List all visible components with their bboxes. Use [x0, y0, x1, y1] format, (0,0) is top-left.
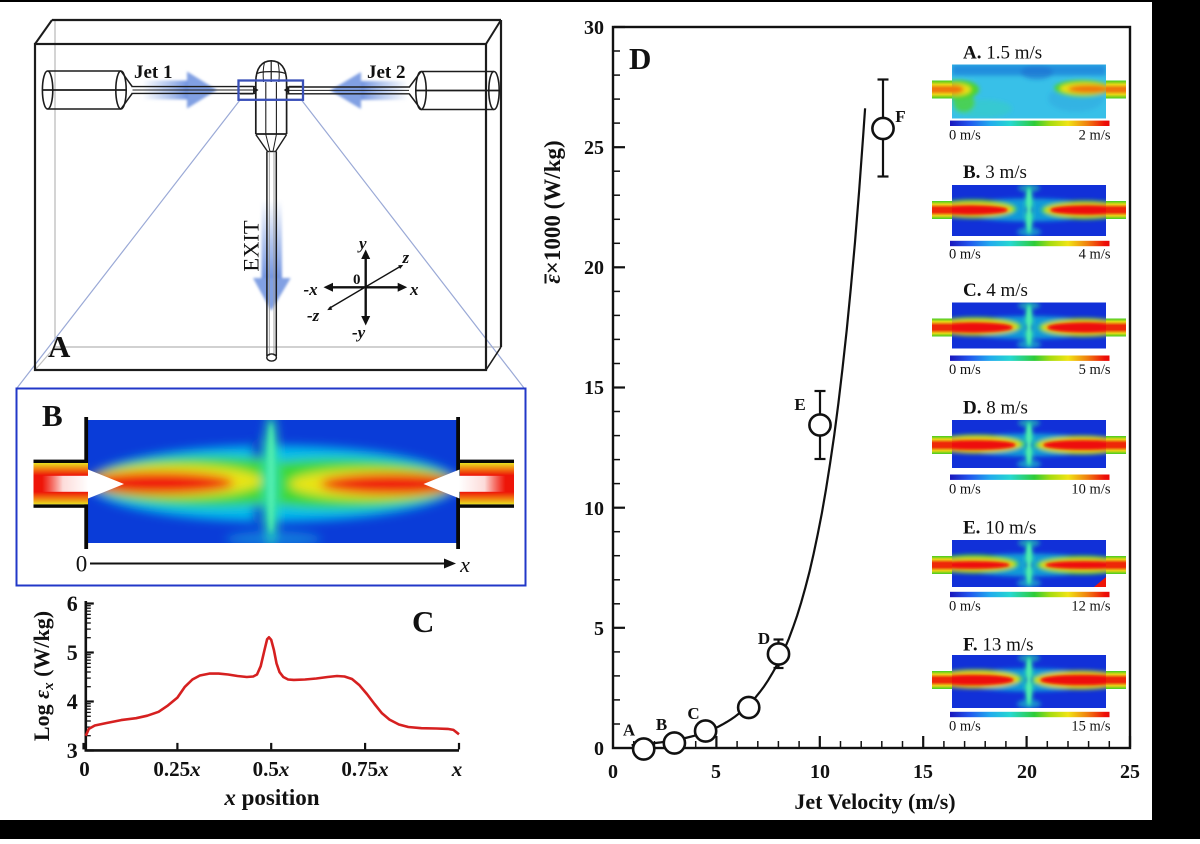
svg-text:B: B [42, 398, 63, 433]
svg-text:E: E [794, 395, 805, 414]
svg-text:15: 15 [913, 761, 933, 783]
svg-text:Jet 1: Jet 1 [134, 62, 173, 83]
svg-text:-x: -x [304, 280, 319, 299]
svg-text:C: C [412, 604, 434, 639]
svg-text:0.5x: 0.5x [253, 757, 290, 781]
svg-text:Jet 2: Jet 2 [367, 62, 406, 83]
svg-text:30: 30 [584, 17, 604, 39]
svg-text:0 m/s: 0 m/s [949, 482, 981, 498]
svg-text:0 m/s: 0 m/s [949, 719, 981, 735]
svg-text:25: 25 [584, 137, 604, 159]
svg-text:0: 0 [353, 272, 361, 288]
svg-text:10: 10 [810, 761, 830, 783]
svg-text:x position: x position [223, 785, 319, 810]
svg-text:0: 0 [608, 761, 618, 783]
svg-text:D: D [629, 41, 651, 76]
svg-text:20: 20 [584, 257, 604, 279]
svg-text:0.25x: 0.25x [153, 757, 200, 781]
svg-text:B. 3 m/s: B. 3 m/s [963, 162, 1027, 183]
svg-text:A: A [48, 329, 71, 364]
svg-text:0: 0 [76, 552, 88, 577]
svg-text:F. 13 m/s: F. 13 m/s [963, 635, 1034, 656]
svg-text:Jet Velocity (m/s): Jet Velocity (m/s) [794, 789, 955, 814]
svg-text:y: y [357, 234, 367, 253]
svg-text:0 m/s: 0 m/s [949, 599, 981, 615]
svg-text:z: z [402, 248, 410, 267]
svg-text:0 m/s: 0 m/s [949, 362, 981, 378]
svg-text:EXIT: EXIT [239, 220, 264, 271]
svg-text:C: C [687, 704, 699, 723]
svg-text:0 m/s: 0 m/s [949, 247, 981, 263]
svg-text:5 m/s: 5 m/s [1079, 362, 1111, 378]
svg-text:D. 8 m/s: D. 8 m/s [963, 398, 1028, 419]
svg-text:x: x [451, 757, 463, 781]
svg-text:0 m/s: 0 m/s [949, 128, 981, 144]
svg-text:10 m/s: 10 m/s [1071, 482, 1110, 498]
svg-text:10: 10 [584, 498, 604, 520]
svg-text:ε×1000 (W/kg): ε×1000 (W/kg) [540, 140, 565, 283]
svg-text:C. 4 m/s: C. 4 m/s [963, 280, 1028, 301]
svg-text:3: 3 [67, 738, 78, 763]
svg-text:E. 10 m/s: E. 10 m/s [963, 518, 1036, 539]
svg-text:15 m/s: 15 m/s [1071, 719, 1110, 735]
svg-text:25: 25 [1120, 761, 1140, 783]
svg-text:12 m/s: 12 m/s [1071, 599, 1110, 615]
svg-text:x: x [409, 280, 419, 299]
svg-text:D: D [758, 629, 770, 648]
svg-text:2 m/s: 2 m/s [1079, 128, 1111, 144]
svg-text:A. 1.5 m/s: A. 1.5 m/s [963, 43, 1042, 64]
svg-text:20: 20 [1017, 761, 1037, 783]
svg-text:0.75x: 0.75x [341, 757, 388, 781]
svg-text:0: 0 [594, 738, 604, 760]
svg-text:5: 5 [67, 640, 78, 665]
svg-text:5: 5 [711, 761, 721, 783]
svg-text:5: 5 [594, 618, 604, 640]
svg-text:4 m/s: 4 m/s [1079, 247, 1111, 263]
svg-text:4: 4 [67, 689, 78, 714]
svg-text:15: 15 [584, 377, 604, 399]
svg-text:x: x [459, 552, 470, 577]
svg-text:F: F [895, 107, 905, 126]
svg-text:A: A [623, 721, 636, 740]
svg-text:-z: -z [307, 306, 320, 325]
svg-text:0: 0 [79, 757, 90, 781]
svg-text:Log εx (W/kg): Log εx (W/kg) [29, 611, 57, 741]
svg-text:-y: -y [352, 323, 366, 342]
svg-text:6: 6 [67, 591, 78, 616]
svg-text:B: B [656, 715, 667, 734]
